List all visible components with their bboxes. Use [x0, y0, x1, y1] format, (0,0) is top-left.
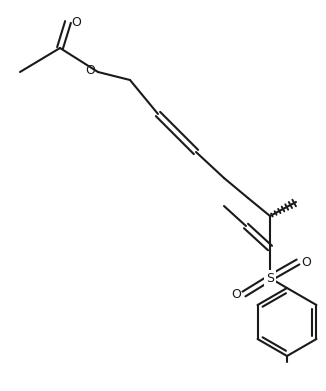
Text: O: O [301, 255, 311, 269]
Text: O: O [85, 65, 95, 77]
Text: O: O [231, 287, 241, 301]
Text: S: S [266, 271, 274, 285]
Text: O: O [71, 16, 81, 29]
